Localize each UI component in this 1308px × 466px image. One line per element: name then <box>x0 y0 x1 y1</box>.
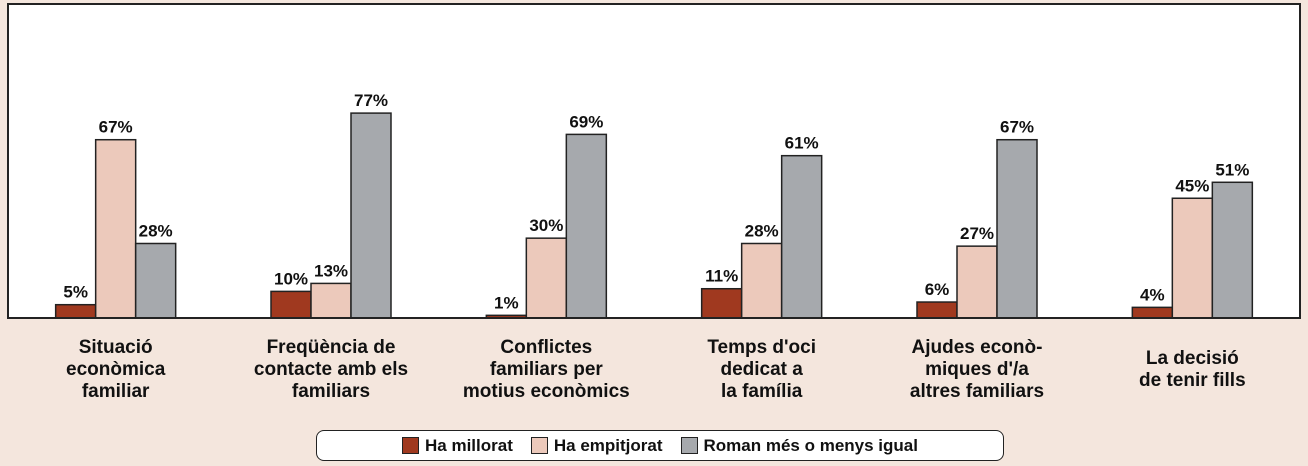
value-label: 30% <box>529 216 563 235</box>
value-label: 77% <box>354 91 388 110</box>
x-tick-label: Conflictes familiars per motius econòmic… <box>462 337 630 402</box>
value-label: 1% <box>494 293 519 312</box>
bar <box>525 237 568 319</box>
bar <box>740 242 783 319</box>
x-tick-label: Situació econ​òmica familiar <box>66 337 166 402</box>
x-tick-label: Ajudes econò- miques d'/a altres familia… <box>909 337 1045 402</box>
legend-item: Roman més o menys igual <box>680 435 918 456</box>
bar <box>700 287 743 319</box>
bar <box>1171 197 1214 319</box>
value-label: 67% <box>1000 118 1034 137</box>
value-label: 4% <box>1140 285 1165 304</box>
bar <box>780 154 823 319</box>
value-label: 45% <box>1175 176 1209 195</box>
legend-item: Ha empitjorat <box>530 435 663 456</box>
legend-label: Ha millorat <box>425 435 513 455</box>
bar <box>310 282 352 319</box>
legend-label: Roman més o menys igual <box>703 435 918 455</box>
bar <box>270 290 312 319</box>
bar <box>94 138 137 319</box>
x-tick-label: Freqüència de contacte amb els familiars <box>253 337 409 402</box>
legend-label: Ha empitjorat <box>553 435 663 455</box>
bar <box>134 242 177 319</box>
bar <box>54 303 97 319</box>
bar <box>565 133 608 319</box>
value-label: 10% <box>274 269 308 288</box>
value-label: 11% <box>705 267 738 286</box>
legend: Ha millorat Ha empitjorat Roman més o meny… <box>316 430 1004 461</box>
bar <box>1211 181 1254 319</box>
bar <box>916 301 958 319</box>
bar <box>956 245 998 319</box>
legend-item: Ha millorat <box>402 436 513 456</box>
bar <box>350 112 392 319</box>
plot-area <box>7 3 1301 319</box>
value-label: 13% <box>314 261 348 280</box>
legend-swatch <box>402 437 420 454</box>
value-label: 27% <box>960 224 994 243</box>
legend-swatch <box>530 437 548 454</box>
value-label: 67% <box>99 118 133 137</box>
value-label: 6% <box>925 280 950 299</box>
value-label: 69% <box>569 112 603 131</box>
legend-swatch <box>680 437 698 454</box>
bar <box>996 138 1038 319</box>
x-tick-label: Temps d'oci dedicat a la família <box>707 337 816 402</box>
x-tick-label: La decisió de tenir fills <box>1139 348 1246 391</box>
bar <box>1131 306 1174 319</box>
value-label: 51% <box>1215 160 1249 179</box>
value-label: 28% <box>139 221 173 240</box>
value-label: 5% <box>63 283 88 302</box>
value-label: 61% <box>785 134 819 153</box>
value-label: 28% <box>745 221 779 240</box>
